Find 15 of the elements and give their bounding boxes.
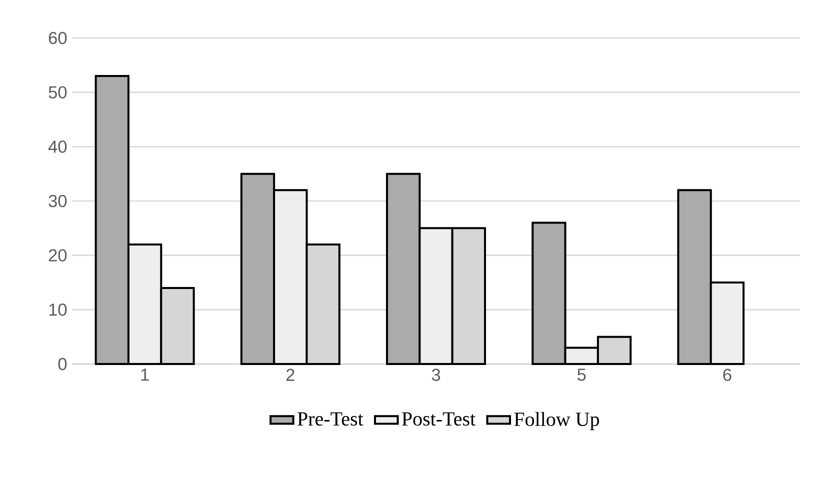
legend-label: Pre-Test: [298, 412, 364, 426]
x-tick-label: 2: [286, 368, 294, 381]
y-tick-label: 50: [48, 86, 67, 98]
legend-label: Follow Up: [514, 412, 600, 430]
y-tick-label: 20: [48, 249, 67, 262]
y-tick-label: 30: [48, 194, 67, 208]
x-tick-label: 5: [577, 368, 586, 381]
x-tick-label: 3: [432, 368, 440, 381]
x-tick-label: 1: [141, 368, 149, 381]
y-tick-label: 0: [58, 358, 67, 370]
x-tick-label: 6: [723, 368, 732, 381]
legend-label: Post-Test: [402, 412, 476, 426]
y-tick-label: 10: [49, 304, 67, 316]
y-tick-label: 60: [48, 32, 67, 44]
y-tick-label: 40: [48, 140, 67, 153]
